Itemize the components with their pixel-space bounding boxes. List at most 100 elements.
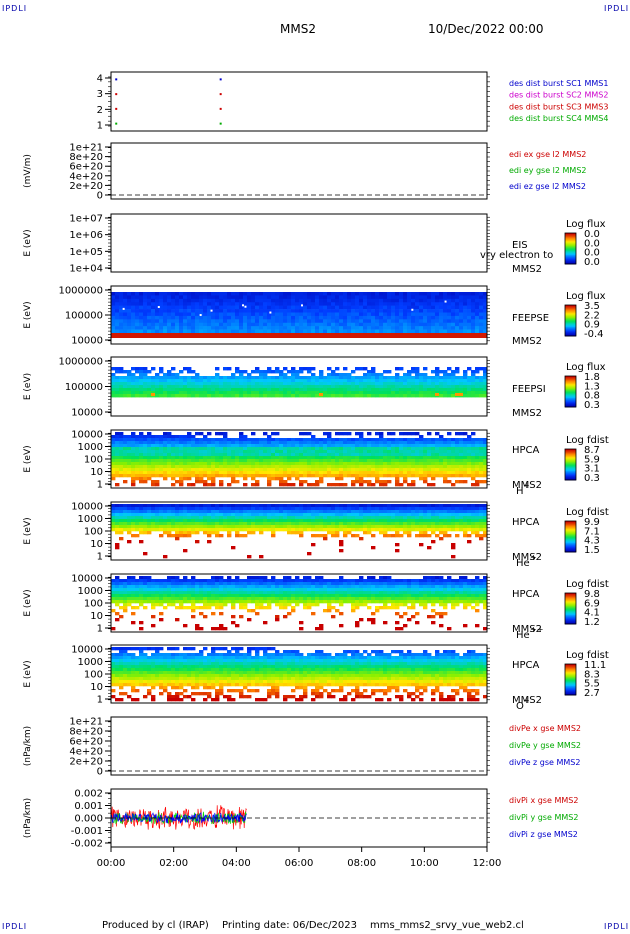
heatmap-cell	[275, 382, 280, 386]
heatmap-cell	[443, 329, 448, 334]
heatmap-cell	[275, 292, 280, 296]
heatmap-cell	[311, 456, 316, 460]
heatmap-cell	[271, 531, 276, 535]
colorbar-title: Log flux	[566, 291, 606, 302]
heatmap-cell	[131, 438, 136, 442]
heatmap-cell	[347, 510, 352, 514]
heatmap-cell	[355, 477, 360, 481]
heatmap-cell	[251, 444, 256, 448]
heatmap-cell	[251, 525, 256, 529]
heatmap-cell	[135, 444, 140, 448]
heatmap-cell	[351, 462, 356, 466]
burst-point	[115, 122, 118, 125]
heatmap-cell	[167, 305, 172, 310]
heatmap-cell	[279, 459, 284, 463]
heatmap-cell	[367, 394, 372, 398]
heatmap-cell	[115, 459, 120, 463]
heatmap-cell	[475, 329, 480, 334]
heatmap-cell	[375, 312, 380, 317]
heatmap-cell	[299, 507, 304, 511]
heatmap-cell	[267, 382, 272, 386]
heatmap-cell	[447, 465, 452, 469]
heatmap-cell	[375, 333, 380, 338]
heatmap-cell	[411, 367, 416, 371]
heatmap-cell	[147, 450, 152, 454]
heatmap-cell	[483, 462, 488, 466]
heatmap-cell	[123, 585, 128, 589]
heatmap-cell	[355, 438, 360, 442]
heatmap-cell	[247, 441, 252, 445]
heatmap-cell	[343, 379, 348, 383]
heatmap-cell	[367, 305, 372, 310]
heatmap-cell	[283, 483, 288, 487]
heatmap-cell	[111, 382, 116, 386]
heatmap-cell	[411, 315, 416, 320]
heatmap-cell	[415, 459, 420, 463]
heatmap-cell	[387, 295, 392, 300]
heatmap-cell	[259, 555, 264, 559]
colorbar-swatch	[565, 325, 576, 328]
y-tick-label: 10000	[71, 502, 103, 513]
heatmap-cell	[335, 382, 340, 386]
heatmap-cell	[123, 510, 128, 514]
heatmap-cell	[127, 388, 132, 392]
heatmap-cell	[155, 298, 160, 303]
heatmap-cell	[355, 474, 360, 478]
heatmap-cell	[243, 450, 248, 454]
heatmap-cell	[347, 292, 352, 296]
heatmap-cell	[319, 510, 324, 514]
heatmap-cell	[239, 292, 244, 296]
heatmap-cell	[183, 309, 188, 313]
heatmap-cell	[339, 528, 344, 532]
heatmap-cell	[415, 525, 420, 529]
heatmap-cell	[395, 447, 400, 451]
heatmap-cell	[131, 450, 136, 454]
heatmap-cell	[235, 326, 240, 330]
heatmap-cell	[223, 388, 228, 392]
heatmap-cell	[131, 333, 136, 338]
heatmap-cell	[239, 388, 244, 392]
heatmap-cell	[407, 385, 412, 389]
heatmap-cell	[319, 393, 324, 396]
heatmap-cell	[275, 326, 280, 330]
heatmap-cell	[119, 315, 124, 320]
heatmap-cell	[415, 465, 420, 469]
heatmap-cell	[383, 528, 388, 532]
heatmap-cell	[259, 305, 264, 310]
heatmap-cell	[379, 435, 384, 439]
heatmap-cell	[359, 522, 364, 526]
heatmap-cell	[263, 453, 268, 457]
heatmap-cell	[363, 302, 368, 306]
heatmap-cell	[423, 312, 428, 317]
heatmap-cell	[119, 525, 124, 529]
heatmap-cell	[175, 312, 180, 317]
heatmap-cell	[315, 522, 320, 526]
heatmap-cell	[479, 450, 484, 454]
heatmap-cell	[295, 376, 300, 380]
heatmap-cell	[223, 459, 228, 463]
heatmap-cell	[443, 462, 448, 466]
heatmap-cell	[243, 333, 248, 338]
heatmap-cell	[199, 438, 204, 442]
heatmap-cell	[179, 468, 184, 472]
heatmap-cell	[307, 370, 312, 374]
heatmap-cell	[227, 388, 232, 392]
heatmap-cell	[271, 510, 276, 514]
heatmap-cell	[315, 441, 320, 445]
heatmap-cell	[223, 382, 228, 386]
colorbar-swatch	[565, 253, 576, 256]
heatmap-cell	[203, 298, 208, 303]
heatmap-cell	[467, 329, 472, 334]
heatmap-cell	[387, 312, 392, 317]
heatmap-cell	[371, 319, 376, 324]
heatmap-cell	[123, 295, 128, 300]
heatmap-cell	[135, 367, 140, 371]
heatmap-cell	[423, 373, 428, 377]
panel-frame-edi-e-field	[110, 142, 488, 200]
heatmap-cell	[143, 516, 148, 520]
heatmap-cell	[319, 333, 324, 338]
heatmap-cell	[211, 298, 216, 303]
heatmap-cell	[227, 312, 232, 317]
heatmap-cell	[423, 379, 428, 383]
heatmap-cell	[343, 329, 348, 334]
